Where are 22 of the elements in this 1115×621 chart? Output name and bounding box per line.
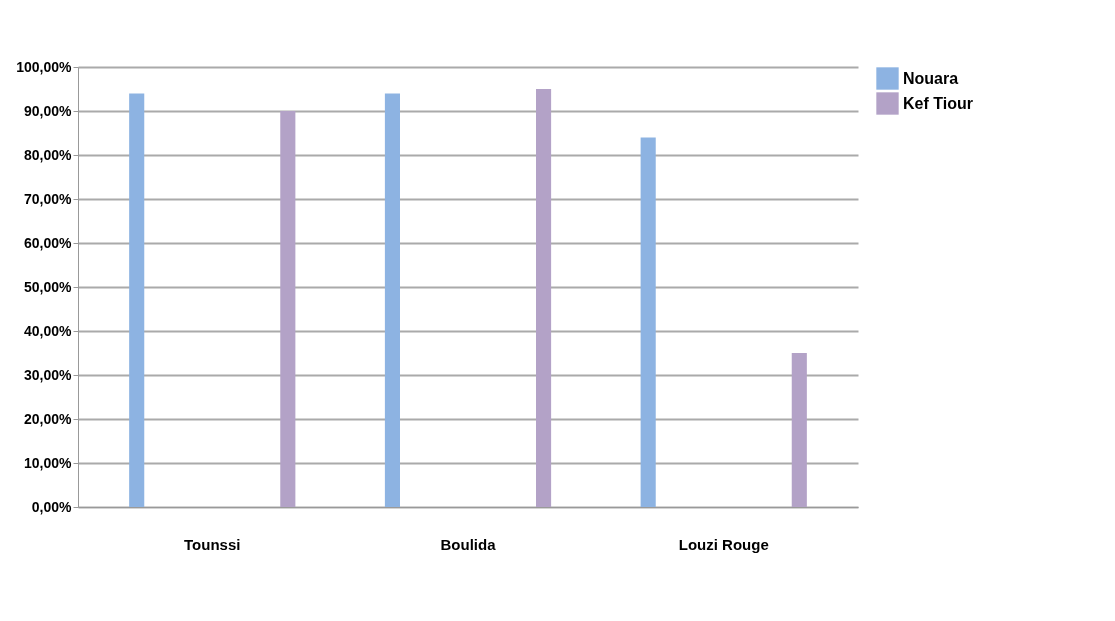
y-tick-label: 100,00% (16, 58, 73, 75)
x-tick-label: Tounssi (184, 535, 241, 553)
y-tick-label: 50,00% (24, 278, 73, 295)
y-tick-label: 10,00% (24, 454, 73, 471)
y-tick-label: 20,00% (24, 410, 73, 427)
x-tick-label: Boulida (440, 535, 497, 553)
y-tick-label: 90,00% (24, 102, 73, 119)
legend-label: Kef Tiour (903, 94, 973, 112)
y-tick-label: 40,00% (24, 322, 73, 339)
bar (640, 137, 656, 507)
x-tick-label: Louzi Rouge (678, 535, 769, 553)
y-tick-label: 60,00% (24, 234, 73, 251)
y-tick-label: 80,00% (24, 146, 73, 163)
bar (536, 89, 552, 507)
y-tick-label: 70,00% (24, 190, 73, 207)
y-tick-label: 30,00% (24, 366, 73, 383)
bar (280, 111, 296, 507)
bar (129, 93, 145, 507)
legend-label: Nouara (903, 69, 959, 87)
bar (791, 353, 807, 507)
y-tick-label: 0,00% (31, 498, 73, 515)
bar (384, 93, 400, 507)
